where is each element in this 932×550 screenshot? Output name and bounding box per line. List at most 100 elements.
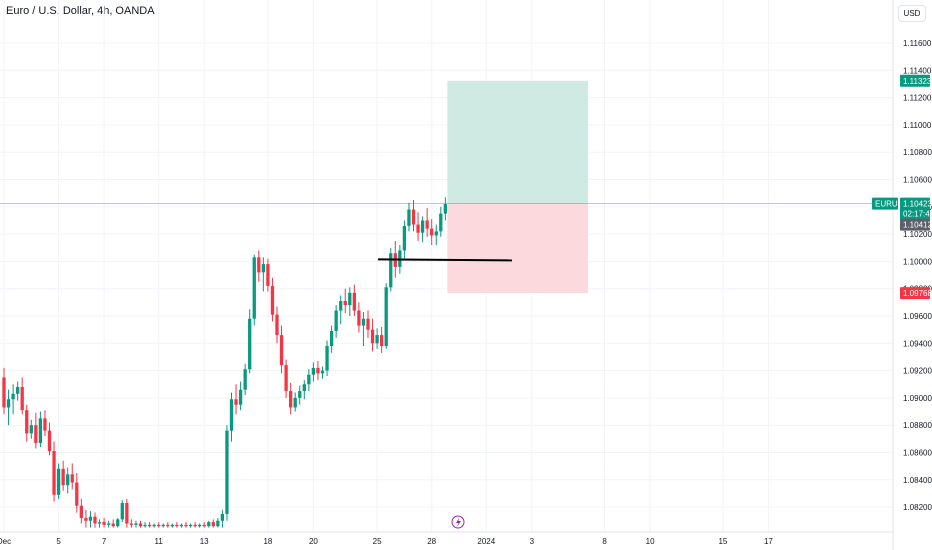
stop-price-tag-text: 1.09768 [903,289,932,298]
candle-body [161,524,165,527]
candle-body [20,386,24,411]
lightning-icon [451,515,465,529]
candle [207,520,211,528]
price-axis[interactable]: 1.11600 1.11400 1.11200 1.11000 1.10800 1.106… [903,39,932,512]
candle-body [298,391,302,398]
countdown-tag-bg [900,207,930,220]
candle [143,522,147,528]
candle-body [380,335,384,347]
candle-body [439,213,443,232]
candle [420,216,425,243]
grid-lines [0,0,893,532]
candle-body [143,524,147,527]
candle-body [193,524,197,527]
candle [134,520,138,528]
candle-body [320,370,325,374]
candle [129,519,134,528]
currency-button[interactable]: USD [898,5,926,22]
candle [20,377,24,415]
candle-body [125,503,129,524]
candle [416,212,420,241]
candle [47,422,52,456]
candle [252,254,256,326]
candle [179,523,184,528]
candle-body [325,346,329,371]
x-tick-label: 3 [530,537,535,546]
candle-body [289,391,293,408]
candle-body [234,399,238,405]
candle [261,257,265,292]
candle-body [243,369,247,390]
candle [43,410,47,437]
candle [29,419,33,439]
candle [407,202,411,232]
candle-body [147,524,152,527]
candle-body [47,430,52,452]
candle-body [311,367,316,375]
candle-body [220,513,225,521]
candle [107,520,111,528]
y-tick-label: 1.08400 [903,476,932,485]
candle [147,522,152,528]
candle [339,295,343,325]
previous-price-tag-bg [900,218,930,231]
candle-body [84,518,88,521]
candle [375,328,379,349]
candle-body [293,397,297,408]
candle [220,509,225,528]
candle-body [29,425,33,434]
candle-body [179,524,184,527]
candle-body [266,264,270,286]
candle [66,467,70,494]
candle-body [248,318,252,370]
candle [289,382,293,415]
candle [166,522,170,528]
candle [157,522,161,528]
candle [102,518,106,528]
candle [293,392,297,412]
candle [116,518,120,528]
candle [307,369,311,392]
candle-body [38,418,43,443]
candle-body [443,204,447,214]
y-tick-label: 1.10200 [903,230,932,239]
symbol-tag-bg [872,197,898,210]
candle [184,522,188,528]
candle [298,385,302,405]
candle [198,523,202,528]
candle [188,523,193,528]
candle-body [97,522,102,524]
candle-body [88,516,93,521]
y-tick-label: 1.09200 [903,367,932,376]
candle-body [270,285,275,315]
candle-body [279,335,284,366]
overlays [0,203,893,262]
candle-body [170,524,174,527]
candle [56,463,61,499]
candle-body [43,418,47,431]
candle [84,509,88,528]
candle [2,367,6,415]
candle-body [261,264,265,273]
candle [248,309,252,374]
candle-body [302,384,306,392]
candle [329,325,334,353]
candle-body [348,292,352,306]
candle [284,359,288,398]
y-tick-label: 1.08200 [903,503,932,512]
candle-body [202,524,206,527]
candle [211,519,215,528]
candle-body [2,377,6,408]
event-marker[interactable] [451,515,465,529]
candle [79,498,83,524]
time-axis[interactable]: Dec 5 7 11 13 18 20 25 28 2024 3 8 10 15 17 [0,537,773,546]
candle-body [411,209,416,225]
candle-body [225,430,229,514]
candle-body [334,310,338,332]
candle [275,306,279,344]
candle-body [207,522,211,527]
candle-body [343,300,347,306]
candle-body [120,503,124,520]
candle [216,518,220,528]
